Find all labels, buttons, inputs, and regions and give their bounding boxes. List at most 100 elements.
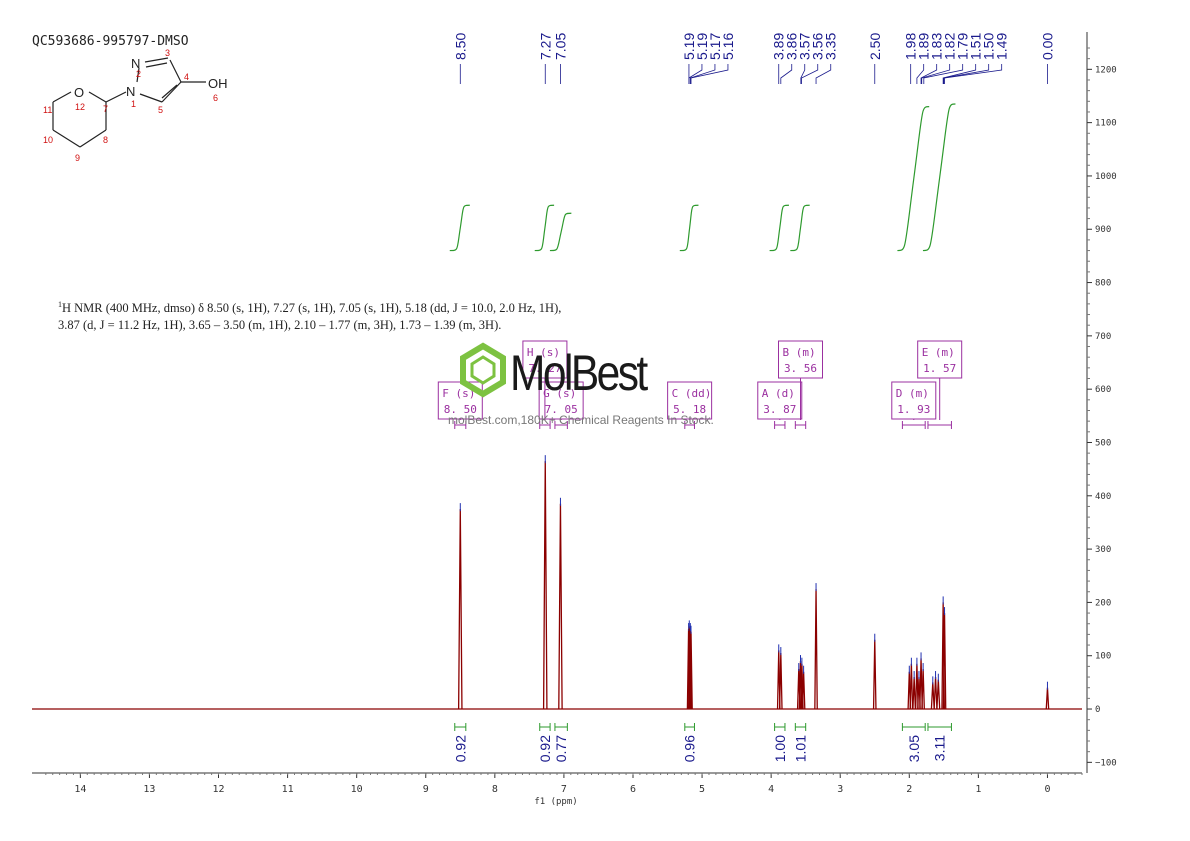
integral-value: 0.77 <box>553 735 569 762</box>
peak-label: 3.56 <box>810 33 826 60</box>
peak-label-leader <box>923 64 964 84</box>
atom-number: 7 <box>103 104 108 114</box>
multiplet-shift: 7. 27 <box>528 362 561 375</box>
peak-label-leader <box>815 64 832 84</box>
multiplet-shift: 7. 05 <box>545 403 578 416</box>
integral-curve <box>922 103 956 252</box>
sample-id: QC593686-995797-DMSO <box>32 34 189 49</box>
y-tick-label: 700 <box>1095 332 1111 342</box>
peak-label: 3.89 <box>771 33 787 60</box>
multiplet-label: H (s) <box>527 346 560 359</box>
y-tick-label: 900 <box>1095 225 1111 235</box>
x-tick-label: 5 <box>699 784 705 795</box>
atom-number: 3 <box>165 48 170 58</box>
x-tick-label: 1 <box>975 784 981 795</box>
x-tick-label: 13 <box>143 784 155 795</box>
atom-number: 6 <box>213 93 218 103</box>
peak-label-leader <box>689 64 716 84</box>
integral-value: 1.00 <box>772 735 788 762</box>
multiplet-label: F (s) <box>442 387 475 400</box>
y-tick-label: 400 <box>1095 492 1111 502</box>
peak-label: 3.35 <box>823 33 839 60</box>
multiplet-label: E (m) <box>922 346 955 359</box>
atom-number: 8 <box>103 135 108 145</box>
peak-label: 1.49 <box>994 33 1010 60</box>
y-tick-label: −100 <box>1095 758 1117 768</box>
peak-label: 3.86 <box>784 33 800 60</box>
peak-label-leader <box>800 64 806 84</box>
integral-value: 0.96 <box>682 735 698 762</box>
watermark-logo: MolBest <box>510 345 648 401</box>
isotope-superscript: 1 <box>58 300 62 309</box>
integral-curve <box>449 204 470 252</box>
multiplet-label: A (d) <box>762 387 795 400</box>
atom-number: 11 <box>43 105 52 115</box>
multiplet-shift: 8. 50 <box>444 403 477 416</box>
multiplet-label: D (m) <box>896 387 929 400</box>
integral-curve <box>679 204 699 252</box>
peak-label: 5.17 <box>707 33 723 60</box>
y-tick-label: 1200 <box>1095 65 1117 75</box>
x-tick-label: 14 <box>74 784 86 795</box>
hexagon-logo-icon <box>460 342 506 398</box>
x-tick-label: 11 <box>282 784 294 795</box>
y-tick-label: 200 <box>1095 598 1111 608</box>
peak-label-leader <box>916 64 925 84</box>
integral-value: 3.05 <box>906 735 922 762</box>
integral-curves <box>449 103 956 252</box>
spectrum <box>32 455 1082 710</box>
multiplet-shift: 3. 87 <box>763 403 796 416</box>
y-tick-label: 1000 <box>1095 172 1117 182</box>
y-tick-label: 300 <box>1095 545 1111 555</box>
peak-label: 1.98 <box>903 33 919 60</box>
peak-label-leader <box>921 64 951 84</box>
atom-number: 1 <box>131 99 136 109</box>
atom-symbol: O <box>74 85 84 100</box>
peak-label: 0.00 <box>1039 33 1055 60</box>
peak-label-leader <box>942 64 977 84</box>
peak-label-leader <box>780 64 793 84</box>
multiplet-shift: 1. 93 <box>897 403 930 416</box>
peak-label: 5.19 <box>694 33 710 60</box>
peak-label-leader <box>944 64 1003 84</box>
multiplet-label: C (dd) <box>672 387 712 400</box>
multiplet-shift: 1. 57 <box>923 362 956 375</box>
y-tick-label: 100 <box>1095 652 1111 662</box>
peak <box>921 669 925 710</box>
integral-value: 3.11 <box>932 735 948 761</box>
atom-number: 4 <box>184 72 189 82</box>
x-tick-label: 4 <box>768 784 774 795</box>
nmr-line-1-text: H NMR (400 MHz, dmso) δ 8.50 (s, 1H), 7.… <box>62 301 562 316</box>
integral-curve <box>897 106 930 252</box>
peak-label: 7.05 <box>552 33 568 60</box>
peak-label: 5.19 <box>681 33 697 60</box>
multiplet-shift: 5. 18 <box>673 403 706 416</box>
peak <box>872 639 877 710</box>
axes: 14 13 12 11 10 9 8 7 6 5 4 3 2 1 0f1 (ppm)−10001002003… <box>32 32 1117 807</box>
peak <box>558 503 563 710</box>
y-tick-label: 500 <box>1095 438 1111 448</box>
integral-curve <box>549 212 572 252</box>
x-tick-label: 2 <box>906 784 912 795</box>
atom-number: 10 <box>43 135 53 145</box>
peak-label: 1.89 <box>916 33 932 60</box>
x-tick-label: 7 <box>561 784 567 795</box>
x-tick-label: 10 <box>351 784 363 795</box>
peak-label-leader <box>688 64 703 84</box>
peak-label: 1.79 <box>955 33 971 60</box>
nmr-line-1: 1H NMR (400 MHz, dmso) δ 8.50 (s, 1H), 7… <box>58 296 561 317</box>
x-tick-label: 0 <box>1044 784 1050 795</box>
multiplet-label: G (s) <box>543 387 576 400</box>
multiplet-boxes: F (s) 8. 50 H (s) 7. 27 G (s) 7. 05 C (dd) 5. 1… <box>437 340 963 429</box>
atom-number: 9 <box>75 153 80 163</box>
atom-number: 5 <box>158 105 163 115</box>
peak-label-leader <box>920 64 938 84</box>
peak-label: 8.50 <box>452 33 468 60</box>
y-tick-label: 0 <box>1095 705 1100 715</box>
peak <box>909 663 914 710</box>
watermark-tagline: molBest.com,180K+ Chemical Reagents In S… <box>448 413 714 427</box>
nmr-description: 1H NMR (400 MHz, dmso) δ 8.50 (s, 1H), 7… <box>58 296 561 334</box>
peak <box>778 653 783 710</box>
peak-label-leader <box>943 64 990 84</box>
y-tick-label: 600 <box>1095 385 1111 395</box>
